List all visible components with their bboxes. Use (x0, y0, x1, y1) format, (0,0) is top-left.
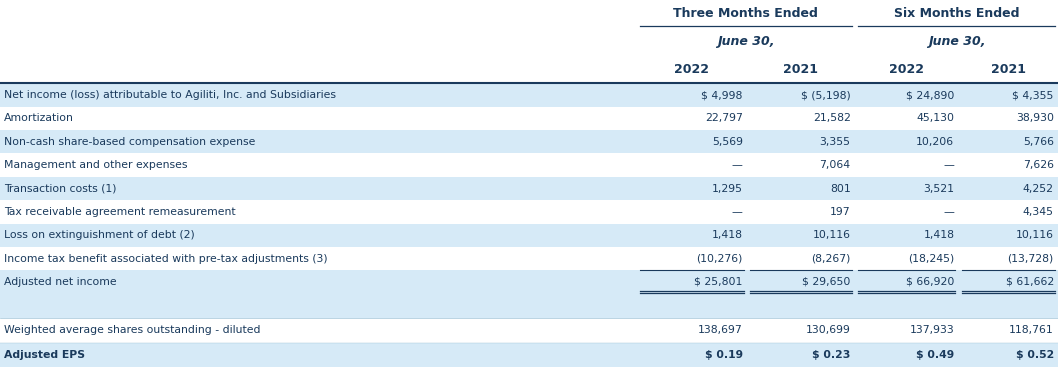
Text: —: — (732, 207, 743, 217)
Text: Non-cash share-based compensation expense: Non-cash share-based compensation expens… (4, 137, 256, 147)
Text: —: — (732, 160, 743, 170)
Text: Management and other expenses: Management and other expenses (4, 160, 187, 170)
Text: 4,345: 4,345 (1023, 207, 1054, 217)
Text: Adjusted EPS: Adjusted EPS (4, 350, 86, 360)
Text: Three Months Ended: Three Months Ended (674, 7, 818, 21)
Bar (0, 270, 1058, 294)
Text: 10,116: 10,116 (813, 230, 851, 240)
Text: 22,797: 22,797 (705, 113, 743, 123)
Text: 1,295: 1,295 (712, 184, 743, 193)
Text: $ 24,890: $ 24,890 (906, 90, 954, 100)
Bar (0, 224, 1058, 247)
Bar (0, 294, 1058, 318)
Text: $ 25,801: $ 25,801 (694, 277, 743, 287)
Text: Amortization: Amortization (4, 113, 74, 123)
Text: 1,418: 1,418 (712, 230, 743, 240)
Text: Adjusted net income: Adjusted net income (4, 277, 116, 287)
Text: (8,267): (8,267) (811, 254, 851, 264)
Bar (0, 107, 1058, 130)
Text: 1,418: 1,418 (924, 230, 954, 240)
Text: Six Months Ended: Six Months Ended (894, 7, 1019, 21)
Text: 2022: 2022 (889, 63, 925, 76)
Text: $ 0.49: $ 0.49 (916, 350, 954, 360)
Text: Net income (loss) attributable to Agiliti, Inc. and Subsidiaries: Net income (loss) attributable to Agilit… (4, 90, 336, 100)
Text: —: — (944, 207, 954, 217)
Text: $ 4,355: $ 4,355 (1013, 90, 1054, 100)
Text: Loss on extinguishment of debt (2): Loss on extinguishment of debt (2) (4, 230, 195, 240)
Text: $ 0.23: $ 0.23 (813, 350, 851, 360)
Text: $ 4,998: $ 4,998 (701, 90, 743, 100)
Text: Income tax benefit associated with pre-tax adjustments (3): Income tax benefit associated with pre-t… (4, 254, 328, 264)
Bar (0, 247, 1058, 270)
Bar (0, 200, 1058, 224)
Text: (13,728): (13,728) (1007, 254, 1054, 264)
Text: 3,521: 3,521 (924, 184, 954, 193)
Text: $ (5,198): $ (5,198) (801, 90, 851, 100)
Bar (0, 318, 1058, 342)
Text: (10,276): (10,276) (696, 254, 743, 264)
Text: 10,116: 10,116 (1016, 230, 1054, 240)
Bar (0, 153, 1058, 177)
Text: 2021: 2021 (783, 63, 819, 76)
Bar (0, 83, 1058, 107)
Text: $ 0.52: $ 0.52 (1016, 350, 1054, 360)
Text: (18,245): (18,245) (908, 254, 954, 264)
Text: $ 61,662: $ 61,662 (1005, 277, 1054, 287)
Text: 801: 801 (829, 184, 851, 193)
Text: 130,699: 130,699 (806, 325, 851, 335)
Text: Weighted average shares outstanding - diluted: Weighted average shares outstanding - di… (4, 325, 260, 335)
Text: 7,064: 7,064 (820, 160, 851, 170)
Text: 197: 197 (831, 207, 851, 217)
Text: 3,355: 3,355 (820, 137, 851, 147)
Text: 4,252: 4,252 (1023, 184, 1054, 193)
Text: June 30,: June 30, (928, 35, 985, 48)
Text: 118,761: 118,761 (1009, 325, 1054, 335)
Text: 45,130: 45,130 (916, 113, 954, 123)
Text: 10,206: 10,206 (916, 137, 954, 147)
Text: $ 66,920: $ 66,920 (906, 277, 954, 287)
Bar (0, 130, 1058, 153)
Text: 7,626: 7,626 (1023, 160, 1054, 170)
Text: Tax receivable agreement remeasurement: Tax receivable agreement remeasurement (4, 207, 236, 217)
Text: 137,933: 137,933 (910, 325, 954, 335)
Text: 138,697: 138,697 (698, 325, 743, 335)
Text: June 30,: June 30, (717, 35, 774, 48)
Text: $ 29,650: $ 29,650 (802, 277, 851, 287)
Bar (0, 342, 1058, 367)
Text: 2021: 2021 (990, 63, 1026, 76)
Bar (0, 177, 1058, 200)
Text: 5,766: 5,766 (1023, 137, 1054, 147)
Text: —: — (944, 160, 954, 170)
Text: 21,582: 21,582 (813, 113, 851, 123)
Text: $ 0.19: $ 0.19 (705, 350, 743, 360)
Text: 38,930: 38,930 (1016, 113, 1054, 123)
Text: 2022: 2022 (674, 63, 710, 76)
Text: 5,569: 5,569 (712, 137, 743, 147)
Text: Transaction costs (1): Transaction costs (1) (4, 184, 116, 193)
